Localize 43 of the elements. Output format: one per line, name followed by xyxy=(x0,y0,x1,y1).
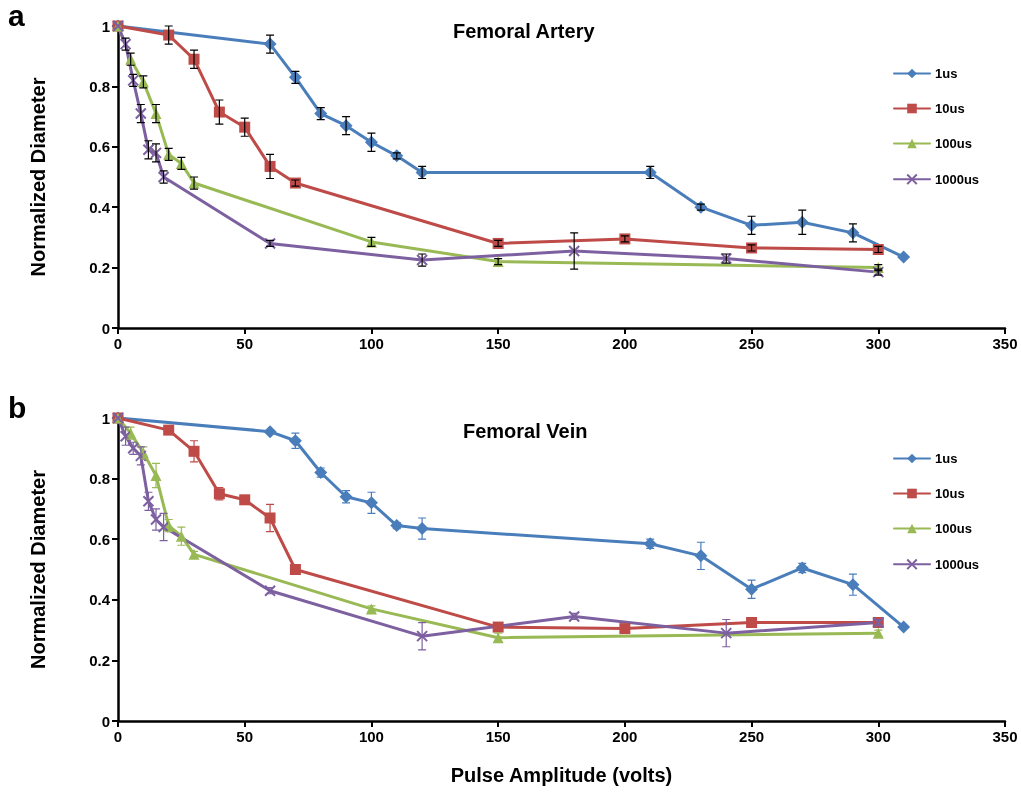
y-tick-label: 0.8 xyxy=(89,470,110,488)
y-axis-title: Normalized Diameter xyxy=(27,469,49,669)
y-axis-title: Normalized Diameter xyxy=(27,77,49,277)
legend-label: 1us xyxy=(935,451,958,466)
legend-label: 1us xyxy=(935,66,958,81)
x-tick-label: 300 xyxy=(865,728,891,745)
x-tick-label: 250 xyxy=(739,728,765,745)
legend-label: 10us xyxy=(935,101,965,116)
y-tick-label: 0.2 xyxy=(89,259,110,277)
x-tick-label: 100 xyxy=(358,728,384,745)
chart-title: Femoral Artery xyxy=(453,20,596,42)
x-tick-label: 50 xyxy=(236,728,254,745)
x-tick-label: 0 xyxy=(113,728,123,745)
y-tick-label: 1 xyxy=(101,409,110,427)
legend-label: 100us xyxy=(935,136,972,151)
x-tick-label: 50 xyxy=(236,335,254,352)
legend-label: 1000us xyxy=(935,556,980,572)
y-tick-label: 0 xyxy=(101,319,110,337)
x-tick-label: 100 xyxy=(358,335,384,352)
x-tick-label: 200 xyxy=(612,335,638,352)
y-tick-label: 0 xyxy=(101,712,110,730)
x-tick-label: 300 xyxy=(865,335,891,352)
y-tick-label: 0.2 xyxy=(89,651,110,669)
y-tick-label: 0.6 xyxy=(89,530,110,548)
chart-title: Femoral Vein xyxy=(463,420,588,442)
y-tick-label: 1 xyxy=(101,17,110,35)
x-axis-title: Pulse Amplitude (volts) xyxy=(450,764,673,786)
y-tick-label: 0.4 xyxy=(89,591,111,609)
legend-label: 1000us xyxy=(935,171,980,187)
x-tick-label: 350 xyxy=(992,335,1018,352)
x-tick-label: 250 xyxy=(739,335,765,352)
text: b xyxy=(8,390,27,424)
x-tick-label: 150 xyxy=(485,335,511,352)
y-tick-label: 0.8 xyxy=(89,77,110,95)
legend-label: 10us xyxy=(935,486,965,501)
x-tick-label: 350 xyxy=(992,728,1018,745)
text: a xyxy=(8,0,25,32)
x-tick-label: 150 xyxy=(485,728,511,745)
y-tick-label: 0.4 xyxy=(89,198,111,216)
legend-label: 100us xyxy=(935,521,972,536)
y-tick-label: 0.6 xyxy=(89,138,110,156)
x-tick-label: 200 xyxy=(612,728,638,745)
x-tick-label: 0 xyxy=(113,335,123,352)
